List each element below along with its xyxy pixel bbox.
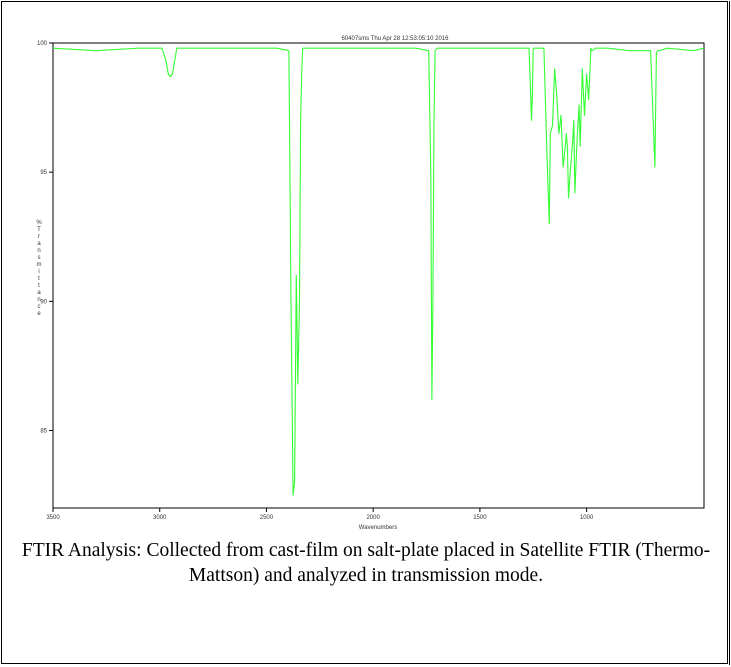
x-tick-label: 2500 (260, 515, 274, 521)
plot-area (52, 42, 705, 509)
y-tick-label: 90 (40, 299, 47, 305)
y-axis-label-char: c (38, 304, 41, 310)
y-axis-ticks: 85 90 95 100 (37, 41, 53, 435)
y-axis-label-char: s (38, 255, 41, 261)
x-tick-label: 1500 (473, 515, 487, 521)
x-axis-ticks: 3500 3000 2500 2000 1500 1000 (46, 508, 594, 521)
y-axis-label-char: a (37, 290, 41, 296)
x-axis-label: Wavenumbers (359, 525, 397, 531)
series-layer (52, 47, 705, 496)
x-tick-label: 2000 (366, 515, 380, 521)
y-axis-label-char: % (36, 220, 42, 226)
y-axis-label-char: r (38, 234, 40, 240)
y-axis-label-char: n (37, 248, 40, 254)
y-axis-label-char: n (37, 297, 40, 303)
spectrum-line-0 (52, 47, 705, 496)
x-tick-label: 1000 (580, 515, 594, 521)
y-tick-label: 95 (40, 170, 47, 176)
y-axis-label-char: t (38, 283, 40, 289)
x-tick-label: 3500 (46, 515, 60, 521)
y-axis-label-char: e (37, 311, 41, 317)
y-axis-label-char: m (37, 262, 42, 268)
y-axis-label-char: a (37, 241, 41, 247)
figure-caption: FTIR Analysis: Collected from cast-film … (21, 540, 711, 586)
y-tick-label: 85 (40, 429, 47, 435)
y-axis-label-char: i (38, 269, 39, 275)
ftir-chart: 60407sms Thu Apr 28 12:53:05:10 2016 85 9… (36, 36, 705, 531)
y-axis-label-char: t (38, 276, 40, 282)
frame-divider (729, 1, 730, 665)
y-tick-label: 100 (37, 41, 48, 47)
y-axis-label-char: T (37, 227, 41, 233)
chart-title: 60407sms Thu Apr 28 12:53:05:10 2016 (342, 36, 450, 42)
x-tick-label: 3000 (153, 515, 167, 521)
